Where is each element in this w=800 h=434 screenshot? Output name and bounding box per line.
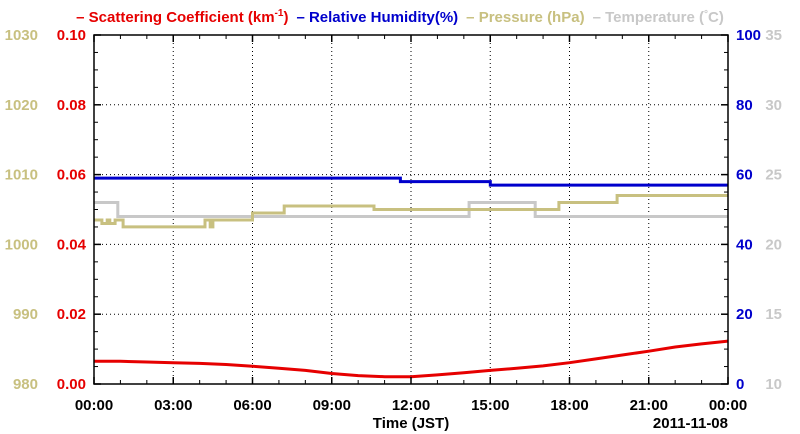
temperature-axis-tick-label: 10 xyxy=(765,376,782,393)
x-tick-label: 03:00 xyxy=(154,397,192,414)
series-line-scattering xyxy=(94,339,729,379)
x-tick-label: 15:00 xyxy=(471,397,509,414)
scattering-axis-tick-label: 0.00 xyxy=(57,376,86,393)
humidity-axis-tick-label: 20 xyxy=(736,306,753,323)
pressure-axis-tick-label: 1030 xyxy=(5,27,38,44)
x-tick-label: 00:00 xyxy=(75,397,113,414)
series-layer xyxy=(94,176,729,379)
x-tick-label: 18:00 xyxy=(550,397,588,414)
humidity-axis-tick-label: 40 xyxy=(736,236,753,253)
legend-text: – Scattering Coefficient (km-1) – Relativ… xyxy=(76,8,724,26)
humidity-axis-tick-label: 0 xyxy=(736,376,744,393)
scattering-axis-tick-label: 0.08 xyxy=(57,97,86,114)
legend: – Scattering Coefficient (km-1) – Relativ… xyxy=(76,8,724,26)
temperature-axis-tick-label: 25 xyxy=(765,167,782,184)
legend-dash-pressure: – xyxy=(466,9,479,26)
legend-label-humidity: Relative Humidity(%) xyxy=(309,9,458,26)
scattering-axis-tick-label: 0.04 xyxy=(57,236,87,253)
humidity-axis-tick-label: 100 xyxy=(736,27,761,44)
legend-label-scattering: Scattering Coefficient (km xyxy=(89,9,275,26)
scattering-axis-tick-label: 0.06 xyxy=(57,167,86,184)
humidity-axis-tick-label: 80 xyxy=(736,97,753,114)
legend-label-temperature: Temperature ( xyxy=(605,9,704,26)
legend-label-end: C) xyxy=(708,9,724,26)
legend-label-end: ) xyxy=(283,9,288,26)
x-axis-label: Time (JST) xyxy=(373,415,449,432)
temperature-axis-tick-label: 20 xyxy=(765,236,782,253)
x-tick-label: 00:00 xyxy=(709,397,747,414)
grid xyxy=(94,35,728,384)
legend-dash-temperature: – xyxy=(593,9,606,26)
series-line-humidity xyxy=(94,176,728,187)
x-tick-label: 06:00 xyxy=(233,397,271,414)
series-line-pressure xyxy=(94,194,728,229)
temperature-axis-tick-label: 35 xyxy=(765,27,782,44)
tick-layer: 00:00 03:00 06:00 09:00 12:00 15:00 18:00 21:00… xyxy=(5,27,782,414)
scattering-axis-tick-label: 0.02 xyxy=(57,306,86,323)
legend-superscript: -1 xyxy=(275,8,284,19)
pressure-axis-tick-label: 990 xyxy=(13,306,38,323)
pressure-axis-tick-label: 1000 xyxy=(5,236,38,253)
legend-label-pressure: Pressure (hPa) xyxy=(479,9,585,26)
legend-degree: ° xyxy=(704,9,708,20)
x-tick-label: 09:00 xyxy=(313,397,351,414)
temperature-axis-tick-label: 30 xyxy=(765,97,782,114)
temperature-axis-tick-label: 15 xyxy=(765,306,782,323)
humidity-axis-tick-label: 60 xyxy=(736,167,753,184)
x-tick-label: 21:00 xyxy=(630,397,668,414)
pressure-axis-tick-label: 980 xyxy=(13,376,38,393)
pressure-axis-tick-label: 1020 xyxy=(5,97,38,114)
date-label: 2011-11-08 xyxy=(653,415,728,432)
legend-dash-scattering: – xyxy=(76,9,89,26)
scattering-axis-tick-label: 0.10 xyxy=(57,27,86,44)
pressure-axis-tick-label: 1010 xyxy=(5,167,38,184)
legend-dash-humidity: – xyxy=(296,9,309,26)
x-tick-label: 12:00 xyxy=(392,397,430,414)
